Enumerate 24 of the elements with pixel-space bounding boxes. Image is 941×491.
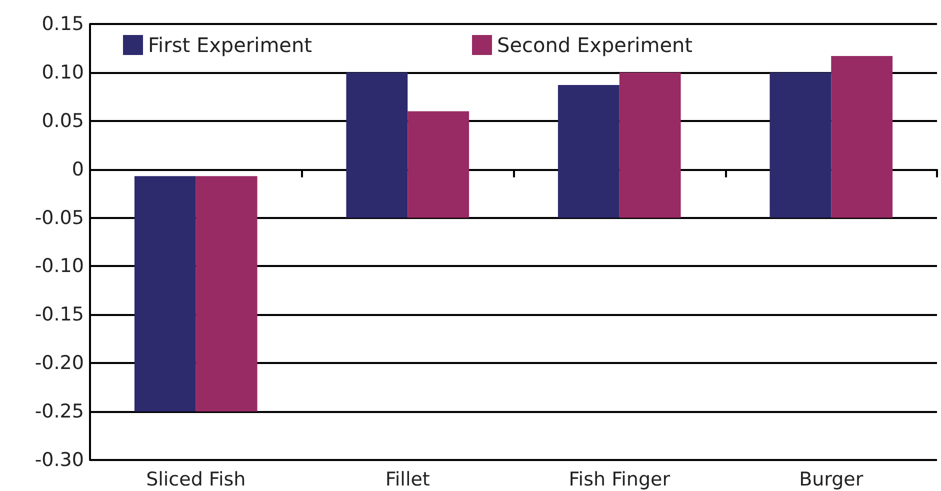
y-tick-label: -0.30 (34, 449, 84, 471)
x-tick-label: Fish Finger (568, 468, 670, 490)
y-tick-label: -0.05 (34, 206, 84, 229)
y-tick-label: -0.25 (34, 400, 84, 423)
bar (196, 176, 258, 412)
bar (558, 85, 620, 218)
y-tick-label: 0.05 (42, 110, 84, 132)
x-tick-label: Burger (799, 468, 864, 490)
y-tick-label: -0.20 (34, 352, 84, 374)
y-tick-label: 0.10 (42, 61, 84, 84)
bar (831, 56, 893, 218)
y-tick-label: 0.15 (42, 13, 84, 35)
bar (134, 176, 196, 412)
x-tick-label: Sliced Fish (146, 468, 246, 490)
bar (408, 111, 470, 218)
legend-label: First Experiment (148, 33, 312, 57)
legend-label: Second Experiment (497, 33, 693, 57)
y-tick-label: -0.15 (34, 304, 84, 326)
x-tick-label: Fillet (385, 468, 430, 490)
y-tick-label: -0.10 (34, 255, 84, 278)
bar (770, 72, 832, 218)
y-tick-label: 0 (72, 158, 84, 180)
bar (346, 72, 408, 218)
bar (619, 72, 681, 218)
